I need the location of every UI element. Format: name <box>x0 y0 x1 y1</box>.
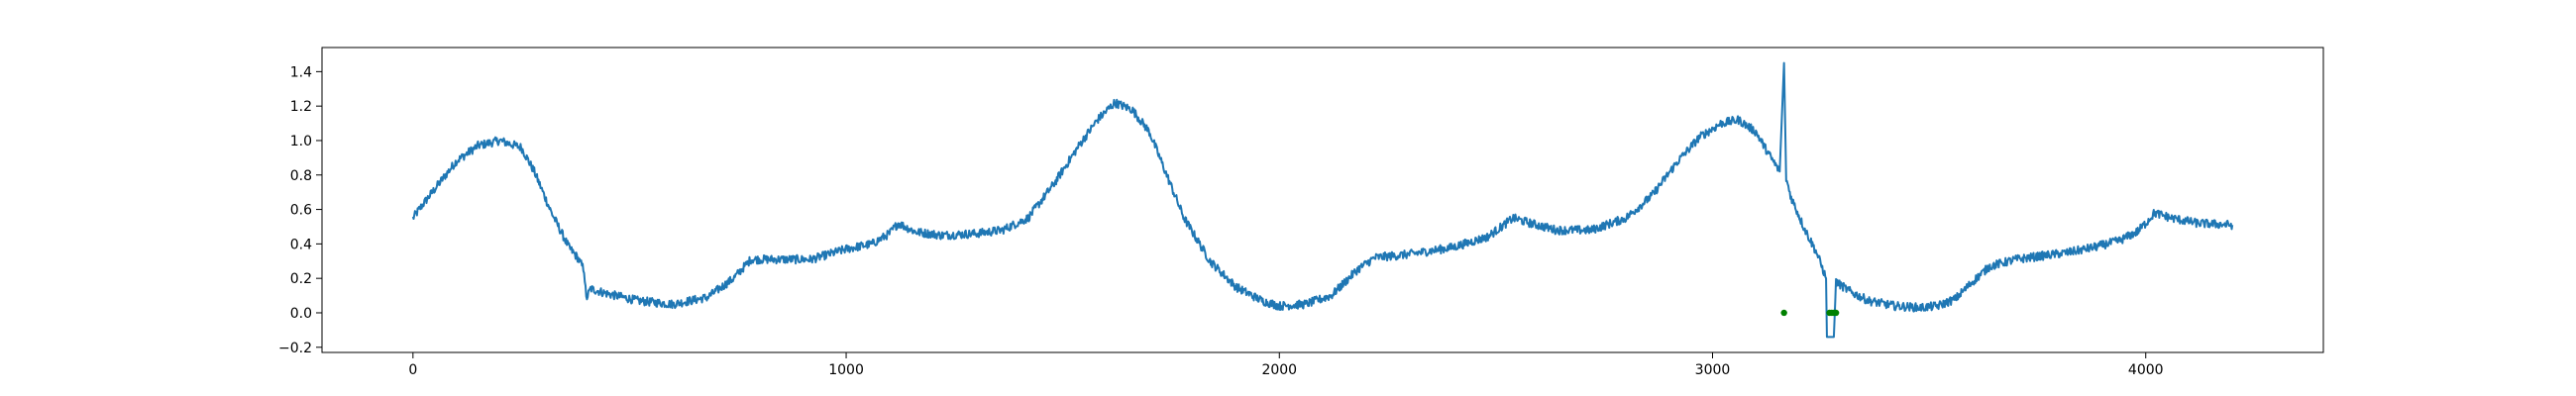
marker-point <box>1780 309 1787 317</box>
x-tick-label: 4000 <box>2128 362 2164 378</box>
x-tick-label: 0 <box>408 362 417 378</box>
x-axis: 0 1000 2000 3000 4000 <box>408 352 2164 378</box>
plot-frame <box>321 47 2324 353</box>
y-tick-label: 1.2 <box>290 99 312 115</box>
x-tick-label: 1000 <box>828 362 864 378</box>
y-tick-label: 0.2 <box>290 271 312 287</box>
y-tick-label: 1.4 <box>290 64 312 80</box>
marker-point <box>1832 309 1840 317</box>
y-tick-label: −0.2 <box>278 341 312 356</box>
plot-area <box>411 61 2234 339</box>
y-tick-label: 0.6 <box>290 203 312 219</box>
x-tick-label: 2000 <box>1261 362 1297 378</box>
series-line-0 <box>411 61 2234 339</box>
y-tick-label: 0.8 <box>290 168 312 184</box>
y-tick-label: 1.0 <box>290 134 312 149</box>
y-axis: −0.2 0.0 0.2 0.4 0.6 0.8 1.0 1.2 1.4 <box>278 64 322 356</box>
y-tick-label: 0.4 <box>290 237 312 252</box>
x-tick-label: 3000 <box>1695 362 1731 378</box>
y-tick-label: 0.0 <box>290 306 312 322</box>
